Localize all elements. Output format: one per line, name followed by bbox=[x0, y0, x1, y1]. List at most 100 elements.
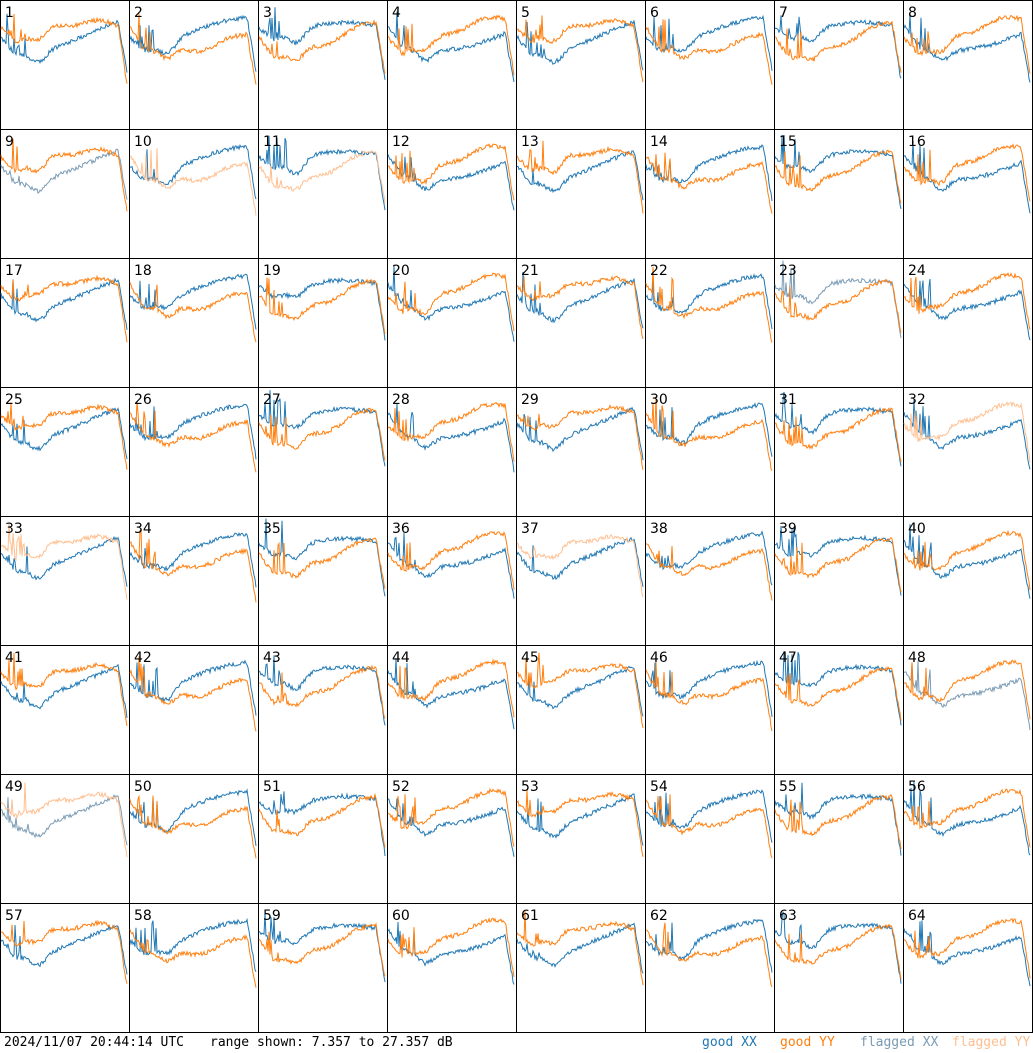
series-xx-panel-38 bbox=[645, 530, 773, 586]
series-xx-panel-42 bbox=[129, 659, 257, 716]
series-yy-panel-31 bbox=[774, 407, 902, 463]
panel-frame bbox=[774, 0, 904, 130]
panel-label-55: 55 bbox=[779, 779, 797, 795]
series-xx-panel-61 bbox=[516, 922, 644, 974]
series-yy-panel-21 bbox=[516, 275, 644, 339]
series-xx-panel-5 bbox=[516, 20, 644, 71]
panel-label-56: 56 bbox=[908, 779, 926, 795]
series-xx-panel-45 bbox=[516, 665, 644, 717]
series-yy-panel-61 bbox=[516, 909, 644, 986]
series-yy-panel-54 bbox=[645, 794, 773, 859]
panel-label-29: 29 bbox=[521, 392, 539, 408]
panel-label-40: 40 bbox=[908, 521, 926, 537]
panel-frame bbox=[516, 0, 646, 130]
panel-label-43: 43 bbox=[263, 650, 281, 666]
panel-label-21: 21 bbox=[521, 263, 539, 279]
series-yy-panel-5 bbox=[516, 15, 644, 83]
series-yy-panel-62 bbox=[645, 922, 773, 988]
panel-label-10: 10 bbox=[134, 134, 152, 150]
panel-frame bbox=[129, 0, 259, 130]
series-yy-panel-22 bbox=[645, 266, 773, 343]
series-xx-panel-30 bbox=[645, 402, 773, 457]
panel-label-35: 35 bbox=[263, 521, 281, 537]
series-yy-panel-42 bbox=[129, 656, 257, 732]
panel-label-31: 31 bbox=[779, 392, 797, 408]
series-yy-panel-37 bbox=[516, 534, 644, 598]
series-yy-panel-56 bbox=[903, 788, 1031, 848]
legend-good-xx: good XX bbox=[702, 1035, 757, 1050]
series-yy-panel-16 bbox=[903, 143, 1031, 202]
panel-label-23: 23 bbox=[779, 263, 797, 279]
series-yy-panel-41 bbox=[0, 652, 128, 727]
series-xx-panel-2 bbox=[129, 14, 257, 72]
series-yy-panel-38 bbox=[645, 543, 773, 601]
series-xx-panel-41 bbox=[0, 663, 128, 718]
series-yy-panel-20 bbox=[387, 272, 515, 332]
series-yy-panel-33 bbox=[0, 523, 128, 600]
panel-label-24: 24 bbox=[908, 263, 926, 279]
series-yy-panel-25 bbox=[0, 402, 128, 470]
panel-label-60: 60 bbox=[392, 908, 410, 924]
series-yy-panel-13 bbox=[516, 140, 644, 214]
series-yy-panel-27 bbox=[258, 407, 386, 461]
series-xx-panel-51 bbox=[258, 791, 386, 857]
series-yy-panel-43 bbox=[258, 664, 386, 719]
series-yy-panel-45 bbox=[516, 652, 644, 729]
series-yy-panel-15 bbox=[774, 149, 902, 204]
series-yy-panel-44 bbox=[387, 658, 515, 718]
series-yy-panel-14 bbox=[645, 152, 773, 214]
series-yy-panel-34 bbox=[129, 527, 257, 603]
series-yy-panel-4 bbox=[387, 14, 515, 76]
panel-label-32: 32 bbox=[908, 392, 926, 408]
series-xx-panel-24 bbox=[903, 278, 1031, 341]
series-yy-panel-58 bbox=[129, 929, 257, 988]
panel-label-42: 42 bbox=[134, 650, 152, 666]
panel-label-3: 3 bbox=[263, 5, 272, 21]
series-yy-panel-49 bbox=[0, 782, 128, 858]
series-xx-panel-53 bbox=[516, 793, 644, 846]
series-yy-panel-9 bbox=[0, 138, 128, 212]
panel-frame bbox=[0, 0, 130, 130]
panel-label-28: 28 bbox=[392, 392, 410, 408]
series-yy-panel-11 bbox=[258, 149, 386, 204]
panel-label-13: 13 bbox=[521, 134, 539, 150]
panel-label-16: 16 bbox=[908, 134, 926, 150]
series-yy-panel-6 bbox=[645, 19, 773, 85]
series-xx-panel-7 bbox=[774, 15, 902, 79]
series-yy-panel-18 bbox=[129, 282, 257, 343]
series-xx-panel-27 bbox=[258, 390, 386, 467]
panel-label-59: 59 bbox=[263, 908, 281, 924]
series-xx-panel-20 bbox=[387, 266, 515, 342]
panel-label-39: 39 bbox=[779, 521, 797, 537]
series-yy-panel-48 bbox=[903, 659, 1031, 720]
panel-label-25: 25 bbox=[5, 392, 23, 408]
series-yy-panel-60 bbox=[387, 917, 515, 977]
series-xx-panel-44 bbox=[387, 658, 515, 730]
panel-frame bbox=[387, 0, 517, 130]
panel-label-51: 51 bbox=[263, 779, 281, 795]
panel-frame bbox=[645, 0, 775, 130]
panel-label-11: 11 bbox=[263, 134, 281, 150]
panel-label-49: 49 bbox=[5, 779, 23, 795]
panel-label-58: 58 bbox=[134, 908, 152, 924]
series-xx-panel-63 bbox=[774, 911, 902, 984]
series-xx-panel-11 bbox=[258, 135, 386, 211]
series-yy-panel-47 bbox=[774, 665, 902, 721]
panel-label-47: 47 bbox=[779, 650, 797, 666]
series-yy-panel-57 bbox=[0, 919, 128, 984]
panel-label-36: 36 bbox=[392, 521, 410, 537]
series-xx-panel-3 bbox=[258, 7, 386, 80]
series-xx-panel-49 bbox=[0, 794, 128, 846]
series-xx-panel-26 bbox=[129, 403, 257, 460]
panel-label-41: 41 bbox=[5, 650, 23, 666]
panel-label-34: 34 bbox=[134, 521, 152, 537]
series-xx-panel-17 bbox=[0, 277, 128, 330]
series-xx-panel-60 bbox=[387, 921, 515, 985]
panel-label-48: 48 bbox=[908, 650, 926, 666]
series-yy-panel-55 bbox=[774, 793, 902, 850]
panel-label-26: 26 bbox=[134, 392, 152, 408]
panel-label-38: 38 bbox=[650, 521, 668, 537]
panel-label-46: 46 bbox=[650, 650, 668, 666]
panel-label-44: 44 bbox=[392, 650, 410, 666]
